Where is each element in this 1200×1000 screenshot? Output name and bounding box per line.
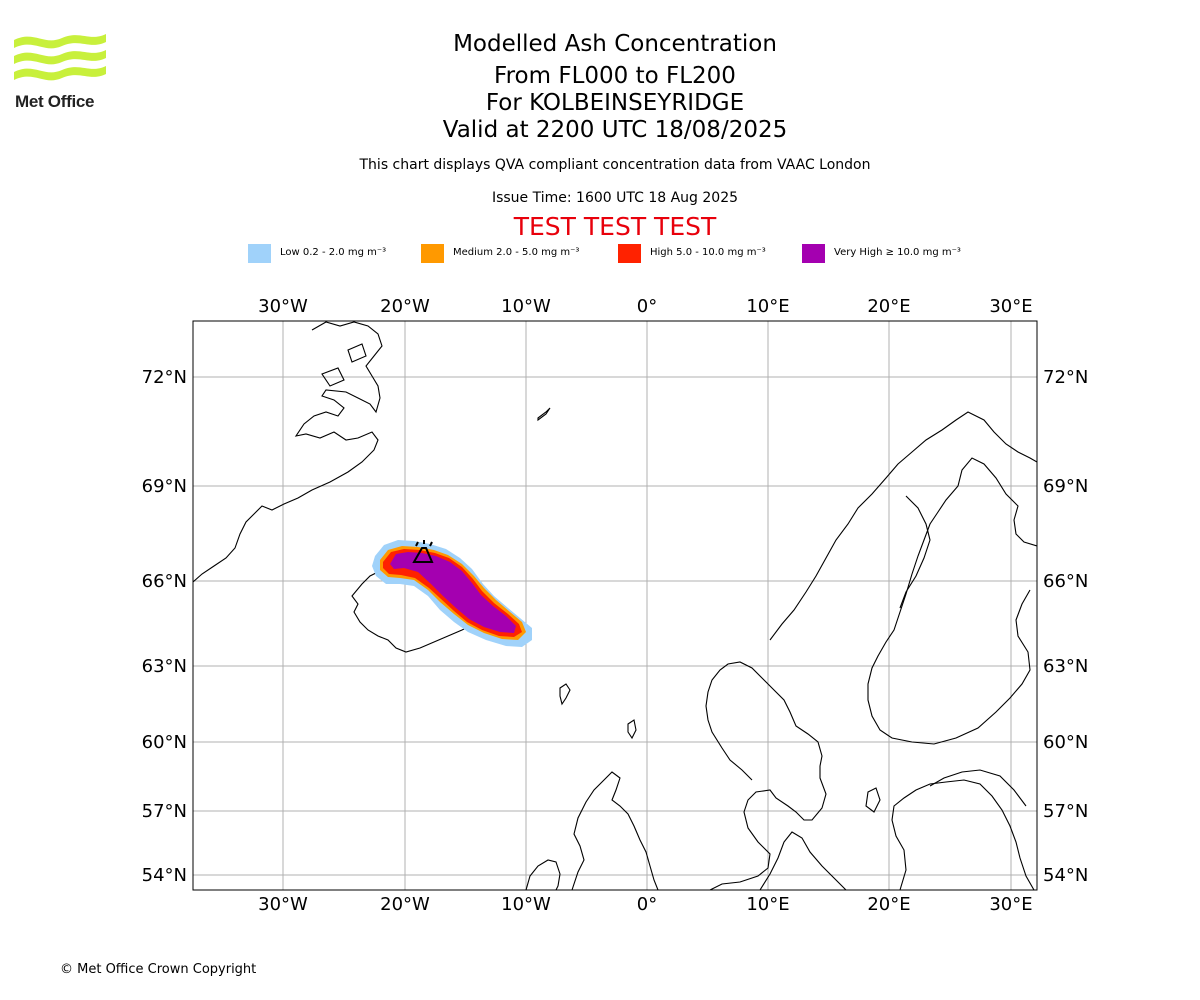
lat-label-left-69n: 69°N bbox=[142, 476, 187, 497]
map-frame-bg bbox=[193, 321, 1037, 890]
coastline-denmark bbox=[759, 831, 847, 890]
map-frame bbox=[192, 320, 1038, 891]
copyright-notice: © Met Office Crown Copyright bbox=[60, 962, 257, 977]
lat-label-right-63n: 63°N bbox=[1043, 656, 1088, 677]
chart-title: Modelled Ash Concentration bbox=[453, 31, 777, 57]
coastline-shetland bbox=[627, 719, 637, 740]
legend-swatch-low bbox=[248, 244, 271, 263]
valid-time: Valid at 2200 UTC 18/08/2025 bbox=[442, 117, 788, 143]
coastline-gulf-bothnia bbox=[899, 495, 931, 609]
legend-label-low: Low 0.2 - 2.0 mg m⁻³ bbox=[280, 247, 387, 258]
coastline-great-britain bbox=[571, 771, 659, 890]
lat-label-left-54n: 54°N bbox=[142, 865, 187, 886]
legend-swatch-very-high bbox=[802, 244, 825, 263]
coastline-greenland-fjords bbox=[321, 343, 367, 387]
lon-labels-top: 30°W 20°W 10°W 0° 10°E 20°E 30°E bbox=[258, 296, 1032, 317]
lon-label-bottom-20w: 20°W bbox=[380, 894, 430, 915]
lon-label-bottom-10e: 10°E bbox=[746, 894, 789, 915]
lat-labels-left: 72°N 69°N 66°N 63°N 60°N 57°N 54°N bbox=[142, 367, 187, 886]
lat-label-right-60n: 60°N bbox=[1043, 732, 1088, 753]
met-office-logo bbox=[14, 34, 106, 81]
logo-wave-2 bbox=[14, 50, 106, 65]
legend-swatch-high bbox=[618, 244, 641, 263]
issue-time: Issue Time: 1600 UTC 18 Aug 2025 bbox=[491, 190, 739, 206]
lat-label-left-66n: 66°N bbox=[142, 571, 187, 592]
chart-description: This chart displays QVA compliant concen… bbox=[359, 157, 871, 173]
coastline-ireland bbox=[525, 859, 561, 890]
level-range: From FL000 to FL200 bbox=[494, 63, 736, 89]
lat-labels-right: 72°N 69°N 66°N 63°N 60°N 57°N 54°N bbox=[1043, 367, 1088, 886]
lon-label-top-30e: 30°E bbox=[989, 296, 1032, 317]
lon-label-top-10w: 10°W bbox=[501, 296, 551, 317]
lat-label-left-63n: 63°N bbox=[142, 656, 187, 677]
lon-label-top-10e: 10°E bbox=[746, 296, 789, 317]
coastline-faroe bbox=[559, 683, 571, 706]
lon-label-top-0: 0° bbox=[637, 296, 657, 317]
lat-label-right-69n: 69°N bbox=[1043, 476, 1088, 497]
lat-label-left-60n: 60°N bbox=[142, 732, 187, 753]
coastline-gotland bbox=[865, 787, 881, 813]
lon-label-top-20w: 20°W bbox=[380, 296, 430, 317]
legend-label-medium: Medium 2.0 - 5.0 mg m⁻³ bbox=[453, 247, 580, 258]
lat-label-right-66n: 66°N bbox=[1043, 571, 1088, 592]
lon-label-bottom-30e: 30°E bbox=[989, 894, 1032, 915]
lat-label-left-72n: 72°N bbox=[142, 367, 187, 388]
test-banner: TEST TEST TEST bbox=[513, 212, 717, 241]
coastline-finland-sweden bbox=[867, 457, 1037, 745]
lon-label-bottom-20e: 20°E bbox=[867, 894, 910, 915]
ash-plume bbox=[372, 540, 532, 647]
lon-label-bottom-10w: 10°W bbox=[501, 894, 551, 915]
lat-label-left-57n: 57°N bbox=[142, 801, 187, 822]
logo-wordmark: Met Office bbox=[15, 92, 95, 111]
location-name: For KOLBEINSEYRIDGE bbox=[485, 90, 745, 116]
logo-wave-1 bbox=[14, 34, 106, 49]
coastline-greenland bbox=[193, 321, 383, 583]
lat-label-right-72n: 72°N bbox=[1043, 367, 1088, 388]
coastlines bbox=[193, 321, 1037, 890]
lon-label-bottom-30w: 30°W bbox=[258, 894, 308, 915]
logo-wave-3 bbox=[14, 66, 106, 81]
graticule bbox=[193, 321, 1037, 890]
coastline-estonia-latvia bbox=[929, 769, 1027, 807]
lon-label-top-30w: 30°W bbox=[258, 296, 308, 317]
legend-label-high: High 5.0 - 10.0 mg m⁻³ bbox=[650, 247, 766, 258]
lon-label-top-20e: 20°E bbox=[867, 296, 910, 317]
ash-very-high-layer bbox=[390, 552, 516, 633]
legend-label-very-high: Very High ≥ 10.0 mg m⁻³ bbox=[834, 247, 961, 258]
lat-label-right-57n: 57°N bbox=[1043, 801, 1088, 822]
legend-swatch-medium bbox=[421, 244, 444, 263]
volcano-marker-icon bbox=[412, 540, 434, 563]
coastline-scandinavia bbox=[705, 411, 1037, 890]
lon-label-bottom-0: 0° bbox=[637, 894, 657, 915]
lon-labels-bottom: 30°W 20°W 10°W 0° 10°E 20°E 30°E bbox=[258, 894, 1032, 915]
lat-label-right-54n: 54°N bbox=[1043, 865, 1088, 886]
coastline-baltic bbox=[891, 779, 1035, 890]
coastline-jan-mayen bbox=[537, 407, 551, 422]
